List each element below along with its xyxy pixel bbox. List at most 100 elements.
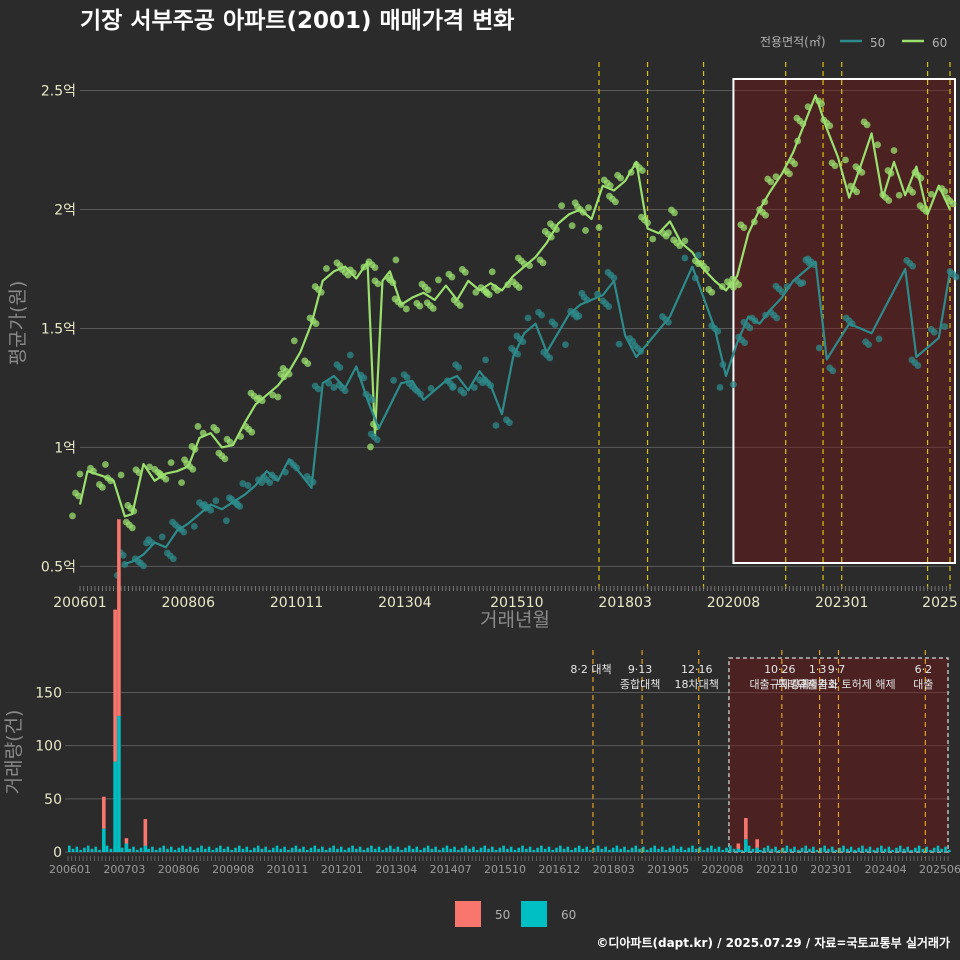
volume-bar bbox=[634, 845, 638, 852]
volume-bar bbox=[438, 849, 441, 852]
scatter-point-60 bbox=[762, 211, 769, 219]
y-tick-label: 2억 bbox=[54, 202, 76, 218]
event-annotation: 규제완화 bbox=[797, 678, 837, 691]
volume-bar bbox=[861, 845, 864, 852]
scatter-point-60 bbox=[290, 337, 298, 345]
scatter-point-60 bbox=[435, 276, 442, 284]
volume-bar-60 bbox=[101, 828, 106, 852]
volume-bar bbox=[169, 846, 173, 852]
scatter-point-60 bbox=[927, 190, 935, 198]
volume-bar bbox=[491, 846, 494, 852]
scatter-point-60 bbox=[69, 512, 76, 520]
volume-bar bbox=[468, 848, 471, 852]
scatter-point-60 bbox=[595, 224, 603, 231]
scatter-point-50 bbox=[546, 354, 554, 362]
volume-bar bbox=[373, 848, 377, 852]
volume-bar bbox=[434, 846, 437, 852]
volume-bar bbox=[305, 849, 309, 852]
scatter-point-60 bbox=[323, 265, 330, 272]
volume-bar bbox=[868, 846, 872, 852]
x-axis-title: 거래년월 bbox=[480, 609, 550, 631]
scatter-point-50 bbox=[610, 274, 618, 282]
scatter-point-60 bbox=[226, 438, 234, 446]
volume-bar bbox=[555, 847, 558, 852]
volume-bar bbox=[827, 848, 830, 852]
volume-bar bbox=[551, 849, 555, 852]
volume-bar-60 bbox=[124, 843, 129, 852]
volume-bar bbox=[694, 848, 698, 852]
volume-bar bbox=[128, 848, 132, 852]
volume-bar bbox=[120, 847, 124, 852]
volume-bar-50 bbox=[744, 817, 748, 840]
y-tick-label: 50 bbox=[44, 792, 62, 808]
volume-bar bbox=[604, 846, 607, 852]
volume-bar bbox=[898, 845, 902, 852]
event-annotation: 6·2 bbox=[915, 663, 933, 676]
legend-bottom: 50 60 bbox=[455, 901, 576, 927]
series-line-60 bbox=[78, 94, 951, 518]
scatter-point-60 bbox=[76, 470, 84, 478]
event-annotation: 9·13 bbox=[628, 663, 653, 676]
volume-bar bbox=[672, 845, 675, 852]
volume-bar bbox=[815, 849, 819, 852]
volume-bar bbox=[404, 847, 407, 852]
volume-bar bbox=[948, 849, 951, 852]
scatter-point-60 bbox=[194, 423, 202, 430]
scatter-point-60 bbox=[488, 268, 496, 276]
volume-bar bbox=[181, 845, 184, 852]
event-annotation: 18차대책 bbox=[675, 678, 719, 691]
scatter-point-60 bbox=[456, 302, 464, 310]
volume-bar bbox=[132, 846, 135, 852]
volume-bar bbox=[600, 848, 604, 852]
scatter-point-60 bbox=[213, 426, 221, 434]
volume-bar bbox=[260, 848, 264, 852]
volume-bar bbox=[460, 847, 464, 852]
volume-bar bbox=[528, 846, 532, 852]
y-tick-label: 0 bbox=[53, 845, 62, 861]
volume-bar bbox=[392, 848, 396, 852]
scatter-point-60 bbox=[75, 492, 82, 500]
volume-bar bbox=[566, 846, 570, 852]
volume-bar bbox=[90, 848, 94, 852]
volume-bar bbox=[932, 847, 936, 852]
volume-bar bbox=[808, 848, 811, 852]
volume-bar bbox=[944, 846, 947, 852]
volume-bar bbox=[626, 849, 630, 852]
volume-bar bbox=[411, 848, 415, 852]
volume-bar bbox=[389, 845, 392, 852]
scatter-point-50 bbox=[140, 562, 147, 570]
volume-bar bbox=[185, 848, 188, 852]
scatter-point-50 bbox=[330, 384, 338, 391]
volume-bar bbox=[762, 847, 766, 852]
scatter-point-60 bbox=[392, 256, 400, 264]
volume-bar bbox=[536, 847, 539, 852]
scatter-point-50 bbox=[694, 251, 702, 259]
scatter-point-60 bbox=[585, 204, 592, 211]
scatter-point-60 bbox=[791, 160, 799, 168]
volume-bar bbox=[819, 847, 823, 852]
volume-bar bbox=[381, 849, 385, 852]
volume-bar bbox=[891, 849, 894, 852]
y-tick-label: 150 bbox=[35, 686, 62, 702]
volume-bar bbox=[800, 847, 804, 852]
x-tick-label: 200601 bbox=[49, 863, 91, 876]
scatter-point-50 bbox=[941, 323, 949, 330]
volume-bar bbox=[339, 846, 343, 852]
y-tick-label: 2.5억 bbox=[41, 84, 76, 100]
volume-bar bbox=[619, 848, 623, 852]
y-tick-label: 0.5억 bbox=[41, 559, 76, 575]
volume-bar bbox=[698, 846, 702, 852]
scatter-point-60 bbox=[274, 393, 282, 401]
volume-bar bbox=[925, 846, 928, 852]
scatter-point-50 bbox=[575, 312, 583, 320]
volume-bar bbox=[135, 849, 139, 852]
volume-bar-60 bbox=[117, 715, 121, 852]
scatter-point-60 bbox=[167, 459, 175, 467]
volume-bar bbox=[914, 847, 917, 852]
volume-bar bbox=[203, 848, 207, 852]
volume-bar bbox=[94, 846, 98, 852]
volume-bar bbox=[271, 847, 275, 852]
volume-bar bbox=[728, 845, 732, 852]
volume-bar bbox=[710, 845, 713, 852]
scatter-point-60 bbox=[248, 428, 256, 436]
